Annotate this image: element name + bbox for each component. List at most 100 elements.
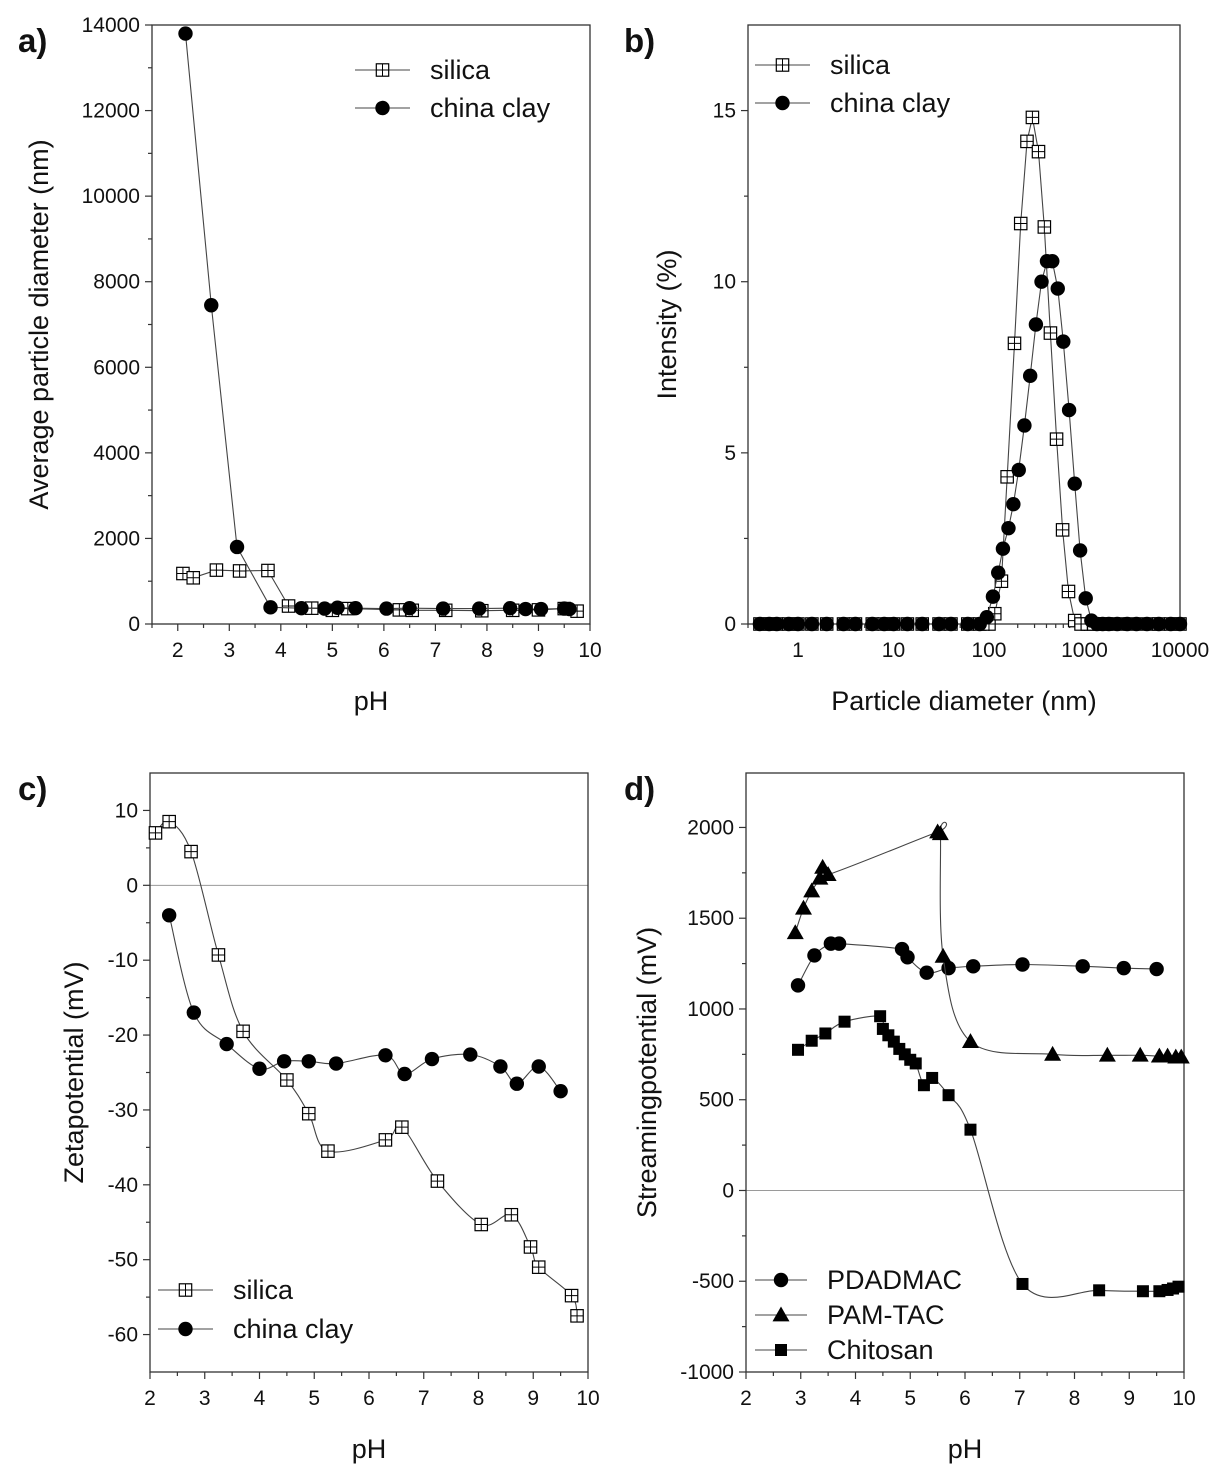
data-point: [1044, 1045, 1062, 1061]
series-pam-tac: [786, 821, 1190, 1064]
data-point-cross: [1014, 217, 1027, 230]
legend-marker-cross: [179, 1283, 192, 1297]
x-tick-label: 8: [481, 639, 493, 662]
plot-frame: [149, 772, 589, 1373]
y-tick-label: -30: [108, 1099, 138, 1122]
x-tick-label: 7: [418, 1387, 430, 1410]
data-point: [1072, 543, 1088, 558]
data-point: [819, 1027, 832, 1040]
data-point-cross: [1044, 326, 1057, 340]
data-point: [330, 600, 345, 615]
y-tick-label: 0: [128, 613, 140, 636]
data-point: [186, 570, 201, 585]
data-point: [991, 565, 1006, 580]
chart-panel-c: 2 3 4 5 6 7 8 9 10 -60 -50 -40 -30 -20 -10 0 10 pH Zetapot…: [18, 770, 600, 1464]
data-point: [1007, 336, 1022, 351]
data-point: [236, 1024, 250, 1039]
data-point: [865, 616, 880, 632]
data-point: [805, 1034, 818, 1047]
series-line: [797, 1015, 1179, 1298]
data-point: [1037, 220, 1052, 234]
data-point: [1131, 1046, 1149, 1062]
x-tick-label: 5: [308, 1387, 320, 1410]
y-tick-label: 15: [713, 100, 736, 123]
y-axis-label: Average particle diameter (nm): [24, 139, 54, 509]
data-point-cross: [505, 1208, 518, 1221]
data-point: [184, 844, 198, 859]
data-point: [934, 947, 952, 963]
legend-entry: china clay: [355, 93, 551, 123]
data-point: [838, 1015, 851, 1028]
data-point: [186, 1005, 201, 1020]
legend-label: PAM-TAC: [827, 1300, 945, 1330]
legend-marker: [775, 95, 790, 111]
legend-marker: [772, 1306, 790, 1322]
data-point-cross: [162, 815, 176, 828]
data-point: [807, 948, 822, 963]
data-point: [900, 616, 915, 632]
data-point: [261, 563, 275, 578]
series-silica: [753, 110, 1187, 631]
data-point: [219, 1036, 234, 1052]
data-point: [1043, 326, 1058, 340]
data-point-cross: [532, 1260, 545, 1274]
data-point: [1061, 584, 1076, 599]
legend-label: china clay: [830, 88, 951, 118]
data-point: [1172, 1280, 1185, 1293]
data-point: [1149, 961, 1164, 977]
data-point-cross: [184, 845, 198, 858]
data-point: [961, 1033, 979, 1049]
data-point: [204, 298, 219, 313]
y-tick-label: -10: [108, 949, 138, 972]
data-point: [1055, 523, 1070, 537]
data-point: [836, 616, 851, 632]
data-point: [1028, 317, 1044, 332]
data-point: [1151, 616, 1167, 632]
x-tick-label: 2: [740, 1387, 752, 1410]
data-point: [1172, 1048, 1190, 1064]
data-point: [1050, 281, 1065, 296]
series-pdadmac: [790, 936, 1164, 993]
series-china-clay: [161, 908, 568, 1099]
y-tick-label: 12000: [82, 100, 140, 123]
data-point: [1025, 110, 1040, 125]
x-tick-label: 2: [144, 1387, 156, 1410]
data-point-cross: [236, 1025, 250, 1038]
data-point: [1006, 497, 1021, 512]
series-line: [759, 117, 1180, 625]
data-point: [504, 1207, 519, 1222]
legend-entry: silica: [158, 1275, 294, 1305]
data-point: [562, 601, 577, 617]
data-point: [794, 899, 812, 915]
data-point: [819, 866, 837, 882]
y-tick-label: -20: [108, 1024, 138, 1047]
data-point: [229, 539, 245, 555]
data-point: [931, 616, 947, 632]
y-tick-label: 0: [126, 874, 138, 897]
data-point: [263, 600, 278, 615]
legend-label: china clay: [233, 1314, 354, 1344]
data-point: [1049, 432, 1064, 446]
x-tick-label: 5: [904, 1387, 916, 1410]
data-point: [1139, 616, 1155, 632]
data-point: [435, 601, 451, 616]
data-point: [328, 1056, 344, 1071]
data-point: [463, 1047, 478, 1062]
data-point: [209, 563, 224, 577]
data-point: [1034, 274, 1049, 289]
legend-marker: [375, 63, 390, 77]
data-point: [964, 1123, 977, 1136]
data-point-cross: [379, 1133, 392, 1147]
legend-label: silica: [430, 55, 491, 85]
legend-marker: [178, 1283, 193, 1297]
legend-entry: china clay: [158, 1314, 354, 1344]
legend-label: china clay: [430, 93, 551, 123]
data-point: [518, 601, 533, 617]
data-point-cross: [1008, 337, 1021, 350]
data-point-cross: [187, 571, 200, 584]
data-point: [1116, 960, 1131, 976]
data-point: [493, 1059, 508, 1074]
y-tick-label: 500: [699, 1089, 734, 1112]
data-point: [790, 616, 806, 632]
